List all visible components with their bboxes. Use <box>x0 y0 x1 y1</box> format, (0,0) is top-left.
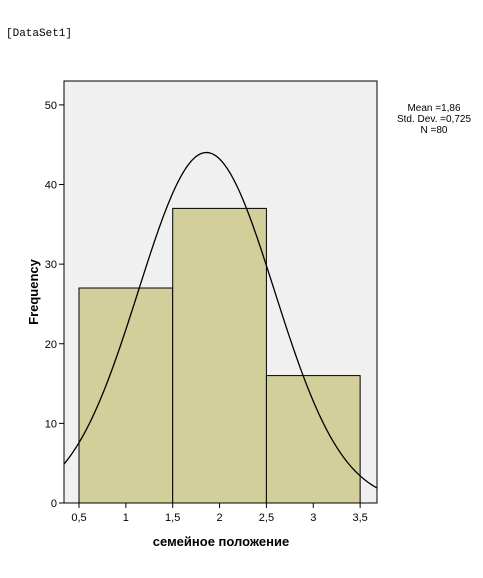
x-tick-label: 1,5 <box>165 512 180 524</box>
stat-std-dev: Std. Dev. =0,725 <box>397 114 471 125</box>
normal-curve <box>63 151 378 489</box>
histogram-bar-2 <box>172 207 267 504</box>
y-tick-label: 30 <box>45 259 57 271</box>
stat-mean: Mean =1,86 <box>407 103 461 114</box>
x-tick-label: 3,5 <box>352 512 367 524</box>
x-tick-label: 0,5 <box>71 512 86 524</box>
x-tick-label: 1 <box>123 512 129 524</box>
y-tick-label: 10 <box>45 418 57 430</box>
x-axis-title: семейное положение <box>153 534 289 549</box>
x-tick-label: 2,5 <box>259 512 274 524</box>
histogram-bar-1 <box>78 287 174 504</box>
x-tick-label: 2 <box>217 512 223 524</box>
y-tick-label: 0 <box>51 498 57 510</box>
y-tick-label: 20 <box>45 339 57 351</box>
y-tick-label: 50 <box>45 100 57 112</box>
dataset-label: [DataSet1] <box>6 28 73 40</box>
y-axis-title: Frequency <box>26 258 41 325</box>
histogram-bar-3 <box>265 375 361 504</box>
y-tick-label: 40 <box>45 180 57 192</box>
x-tick-label: 3 <box>310 512 316 524</box>
stat-n: N =80 <box>421 125 448 136</box>
